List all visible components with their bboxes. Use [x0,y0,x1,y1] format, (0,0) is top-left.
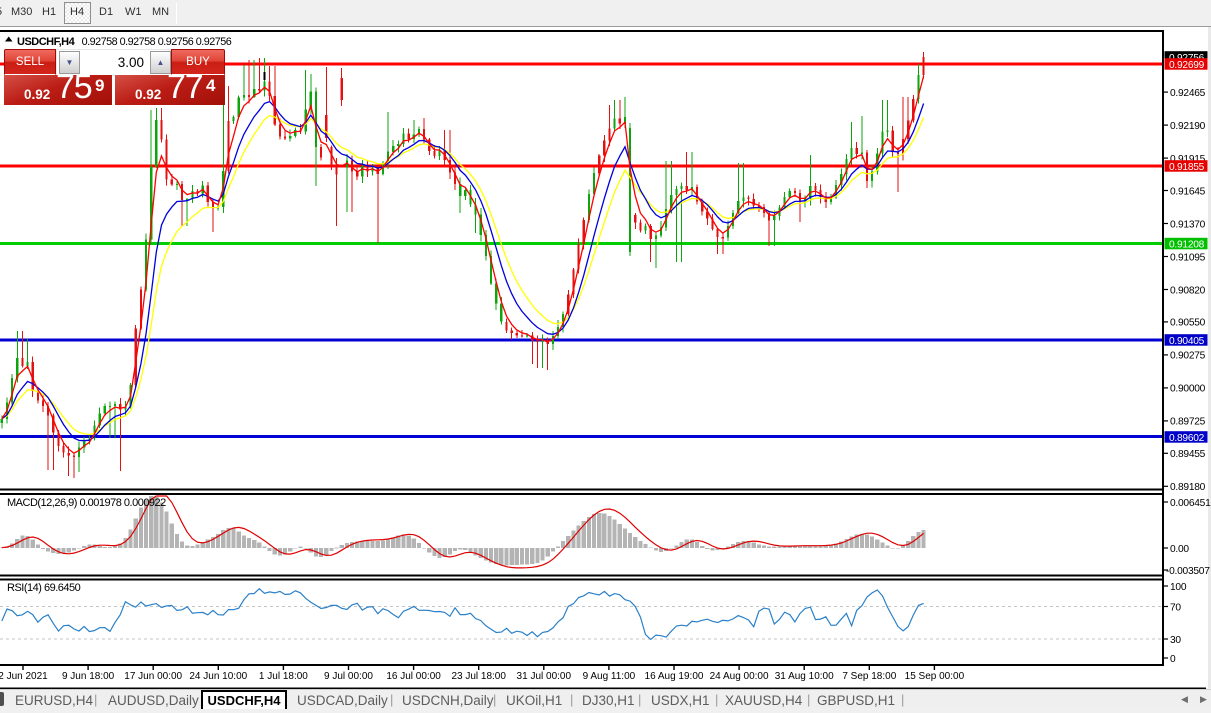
svg-text:USDCHF,H4 0.92758 0.92758 0.9: USDCHF,H4 0.92758 0.92758 0.92756 0.9275… [17,36,232,48]
svg-text:0.91208: 0.91208 [1169,239,1205,250]
svg-text:24 Jun 10:00: 24 Jun 10:00 [189,671,247,682]
svg-text:0.89602: 0.89602 [1169,433,1205,444]
svg-text:0.90405: 0.90405 [1169,336,1205,347]
svg-text:0.006451: 0.006451 [1170,498,1211,509]
svg-text:0: 0 [1170,654,1176,665]
svg-text:100: 100 [1170,582,1187,593]
svg-text:0.91855: 0.91855 [1169,162,1205,173]
svg-text:MACD(12,26,9) 0.001978 0.00092: MACD(12,26,9) 0.001978 0.000922 [7,497,166,509]
svg-text:31 Jul 00:00: 31 Jul 00:00 [517,671,572,682]
svg-text:16 Aug 19:00: 16 Aug 19:00 [645,671,704,682]
svg-text:9 Aug 11:00: 9 Aug 11:00 [583,671,636,682]
svg-text:0.89180: 0.89180 [1170,482,1206,493]
svg-text:30: 30 [1170,635,1181,646]
svg-text:0.90550: 0.90550 [1170,318,1206,329]
svg-text:1 Jul 18:00: 1 Jul 18:00 [259,671,308,682]
svg-text:2 Jun 2021: 2 Jun 2021 [0,671,48,682]
svg-text:0.89455: 0.89455 [1170,449,1206,460]
svg-text:0.91370: 0.91370 [1170,219,1206,230]
svg-text:15 Sep 00:00: 15 Sep 00:00 [905,671,965,682]
svg-text:70: 70 [1170,602,1181,613]
svg-text:0.91095: 0.91095 [1170,252,1206,263]
svg-text:0.90000: 0.90000 [1170,384,1206,395]
svg-text:31 Aug 10:00: 31 Aug 10:00 [775,671,834,682]
svg-text:9 Jul 00:00: 9 Jul 00:00 [324,671,373,682]
svg-text:0.00: 0.00 [1170,544,1189,555]
svg-text:23 Jul 18:00: 23 Jul 18:00 [451,671,506,682]
svg-text:0.91915: 0.91915 [1170,154,1206,165]
svg-text:7 Sep 18:00: 7 Sep 18:00 [842,671,896,682]
svg-text:9 Jun 18:00: 9 Jun 18:00 [62,671,115,682]
svg-text:17 Jun 00:00: 17 Jun 00:00 [124,671,182,682]
svg-text:0.91645: 0.91645 [1170,186,1206,197]
svg-text:0.90275: 0.90275 [1170,351,1206,362]
svg-text:16 Jul 00:00: 16 Jul 00:00 [386,671,441,682]
svg-text:0.92190: 0.92190 [1170,121,1206,132]
svg-text:0.92465: 0.92465 [1170,88,1206,99]
svg-text:0.90820: 0.90820 [1170,285,1206,296]
svg-text:0.89725: 0.89725 [1170,417,1206,428]
svg-text:24 Aug 00:00: 24 Aug 00:00 [710,671,769,682]
svg-text:0.92699: 0.92699 [1169,60,1205,71]
svg-text:-0.003507: -0.003507 [1166,566,1210,577]
svg-text:RSI(14) 69.6450: RSI(14) 69.6450 [7,582,81,594]
